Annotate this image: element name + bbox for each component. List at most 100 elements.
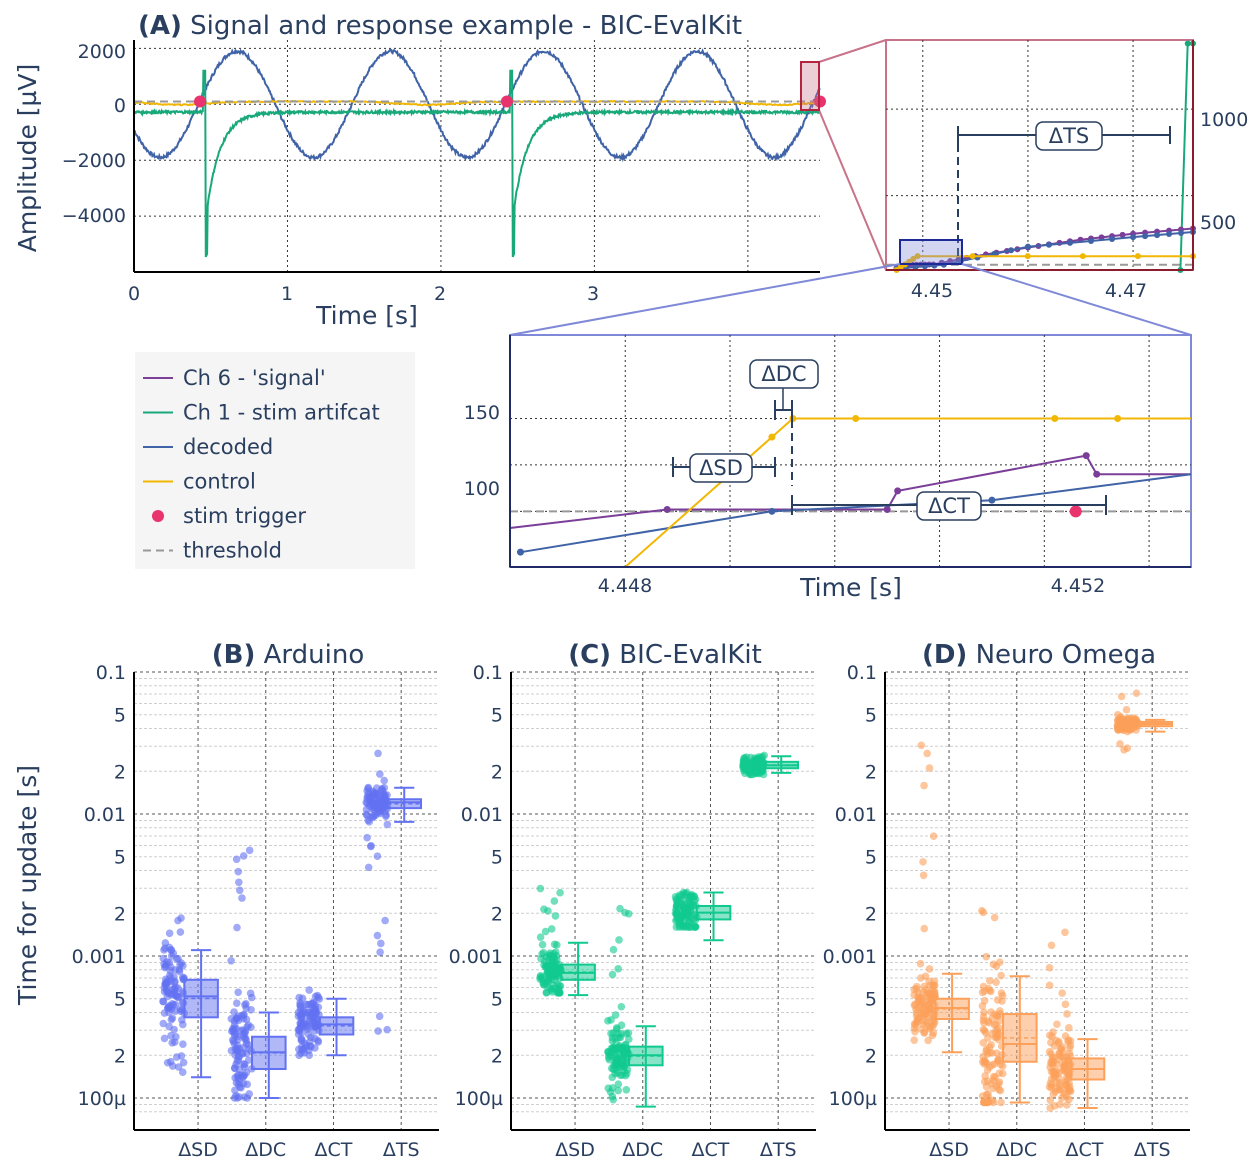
zoom2-ytick: 150 [464, 402, 500, 424]
box-data-point [243, 1094, 251, 1102]
zoom1-sample-dot [1109, 236, 1116, 243]
box-data-point [614, 965, 622, 973]
box-data-point [1046, 1096, 1055, 1105]
box-data-point [925, 965, 934, 973]
box-plots: Time for update [s] (B) Arduino (C) BIC-… [13, 640, 1190, 1161]
box-xtick: ΔDC [622, 1139, 663, 1161]
box-ytick: 5 [491, 705, 503, 727]
box-ytick: 0.01 [461, 804, 503, 826]
box-xtick: ΔSD [929, 1139, 969, 1161]
box-data-point [364, 863, 373, 872]
box-ytick: 5 [865, 847, 877, 869]
zoom2-series-line [624, 417, 1191, 568]
box-data-point [1047, 1068, 1056, 1076]
box-data-point [536, 975, 544, 983]
legend-label: control [183, 470, 256, 494]
box-data-point [239, 852, 248, 860]
panel-a-ytick: 2000 [78, 41, 126, 63]
box-data-point [1049, 1028, 1057, 1036]
box-data-point [1123, 727, 1132, 736]
box-data-point [382, 811, 390, 819]
box-data-point [980, 1019, 988, 1027]
zoom2-xtick: 4.452 [1051, 575, 1105, 597]
box-data-point [1064, 1067, 1072, 1076]
box-data-point [536, 884, 545, 893]
box-data-point [242, 1068, 251, 1077]
box-data-point [1049, 1053, 1058, 1062]
zoom1-sample-dot [912, 264, 919, 271]
zoom2-sample-dot [1082, 452, 1090, 460]
box-data-point [302, 1000, 310, 1009]
box-data-point [165, 1003, 174, 1012]
box-data-point [921, 972, 930, 981]
box-data-point [980, 1098, 988, 1107]
box-data-point [1113, 724, 1122, 732]
stim-artifact-series-line [133, 69, 821, 258]
zoom1-sample-dot [1166, 231, 1173, 238]
box-data-point [624, 1029, 633, 1037]
box-ytick: 0.001 [823, 946, 877, 968]
box-ytick: 5 [491, 989, 503, 1011]
zoom1-sample-dot [914, 253, 921, 260]
box-data-point [233, 1032, 242, 1041]
box-data-point [930, 981, 939, 990]
dct-label: ΔCT [928, 494, 970, 518]
box-data-point [372, 795, 381, 804]
box-data-point [236, 1083, 244, 1091]
box-data-point [538, 950, 546, 958]
box-data-point [380, 776, 388, 785]
box-data-point [672, 901, 681, 910]
box-data-point [992, 962, 1001, 971]
box-data-point [231, 1045, 240, 1053]
box-panel: 0.1 5 2 0.01 5 2 0.001 5 2 100µ ΔSD ΔDC ΔCT ΔTS [823, 662, 1190, 1161]
box-data-point [604, 1048, 612, 1057]
box-data-point [987, 1079, 996, 1088]
dts-label-box [1035, 121, 1103, 151]
box-data-point [923, 749, 931, 758]
box-data-point [238, 894, 246, 902]
box-data-point [752, 763, 761, 771]
zoom2-sample-dot [663, 505, 671, 513]
box-ytick: 2 [865, 761, 877, 783]
panel-a-ylabel: Amplitude [µV] [13, 64, 42, 253]
box-data-point [680, 905, 689, 913]
zoom1-sample-dot [1178, 229, 1185, 236]
box-data-point [617, 1021, 626, 1029]
box-data-point [690, 892, 698, 900]
box-data-point [926, 1017, 934, 1025]
box-data-point [550, 984, 558, 993]
box-data-point [989, 1072, 998, 1081]
zoom1-sample-dot [1079, 253, 1086, 260]
box-data-point [380, 802, 388, 810]
box-data-point [920, 781, 928, 790]
zoom2-stim-trigger-marker [1069, 505, 1082, 518]
zoom2-xlabel: Time [s] [799, 573, 902, 602]
box-ytick: 2 [865, 903, 877, 925]
zoom2-series-line [520, 473, 1192, 554]
zoom2-sample-dot [883, 505, 891, 513]
box-xtick: ΔCT [692, 1139, 730, 1161]
box-data-point [536, 933, 545, 942]
box-xtick: ΔDC [245, 1139, 286, 1161]
box-data-point [981, 1057, 989, 1066]
box-data-point [926, 996, 935, 1004]
box-data-point [995, 1024, 1003, 1032]
box-data-point [1061, 1000, 1070, 1009]
zoom2-sample-dot [1093, 470, 1101, 478]
box-data-point [1066, 1086, 1074, 1095]
box-data-point [998, 991, 1007, 1000]
box-data-point [750, 754, 759, 762]
box-data-point [383, 820, 392, 829]
box-data-point [295, 1045, 303, 1054]
box-data-point [242, 1039, 251, 1048]
box-data-point [625, 1035, 633, 1044]
box-data-point [167, 1031, 175, 1040]
zoom1-plot: 1000 500 4.45 4.47 ΔTS [885, 39, 1248, 302]
box-ytick: 0.001 [449, 946, 503, 968]
box-data-point [1056, 1100, 1064, 1109]
box-data-point [617, 1002, 626, 1011]
box-data-point [374, 749, 382, 758]
zoom2-series-line [509, 454, 1191, 529]
box-data-point [611, 1011, 620, 1019]
zoom1-sample-dot [1098, 234, 1105, 241]
